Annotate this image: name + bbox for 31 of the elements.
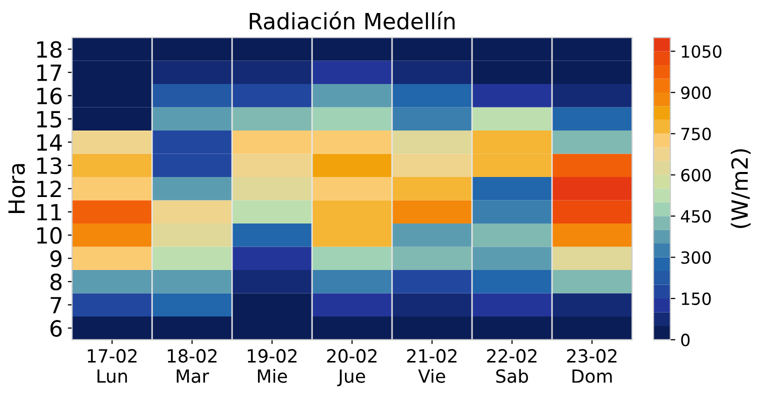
color-bar-label: 450 xyxy=(680,210,711,223)
color-bar-label: 1050 xyxy=(682,45,722,58)
x-tick-label: 22-02 Sab xyxy=(487,349,536,383)
y-tick-label: 11 xyxy=(37,204,62,220)
y-tick-label: 18 xyxy=(37,41,62,58)
x-tick-label: 19-02 Mie xyxy=(248,349,296,383)
y-tick-label: 15 xyxy=(37,111,62,128)
color-bar-label: 600 xyxy=(681,168,711,182)
color-bar-label: 300 xyxy=(681,251,711,264)
x-tick-label: 23-02 Dom xyxy=(567,349,616,383)
y-tick-label: 13 xyxy=(37,157,62,174)
y-tick-label: 12 xyxy=(37,180,61,198)
x-tick-label: 18-02 Mar xyxy=(168,349,217,383)
color-bar-label: 750 xyxy=(681,128,711,140)
y-tick-label: 8 xyxy=(50,274,62,290)
color-bar-label: 900 xyxy=(681,86,711,100)
y-tick-label: 9 xyxy=(50,250,62,268)
y-tick-label: 7 xyxy=(50,297,62,314)
color-bar-label: 0 xyxy=(681,334,690,346)
y-tick-label: 17 xyxy=(37,64,62,81)
y-tick-label: 14 xyxy=(37,134,62,151)
x-tick-label: 17-02 Lun xyxy=(88,349,137,383)
y-tick-label: 10 xyxy=(37,227,62,244)
y-tick-label: 6 xyxy=(50,320,62,337)
y-axis-title: Hora xyxy=(8,164,25,213)
x-tick-label: 20-02 Jue xyxy=(327,349,376,386)
color-bar-label: 150 xyxy=(682,292,711,306)
chart-title: Radiación Medellín xyxy=(250,11,455,30)
y-tick-label: 16 xyxy=(37,88,62,104)
color-bar-title: (W/m2) xyxy=(730,149,751,228)
x-tick-label: 21-02 Vie xyxy=(407,349,456,383)
